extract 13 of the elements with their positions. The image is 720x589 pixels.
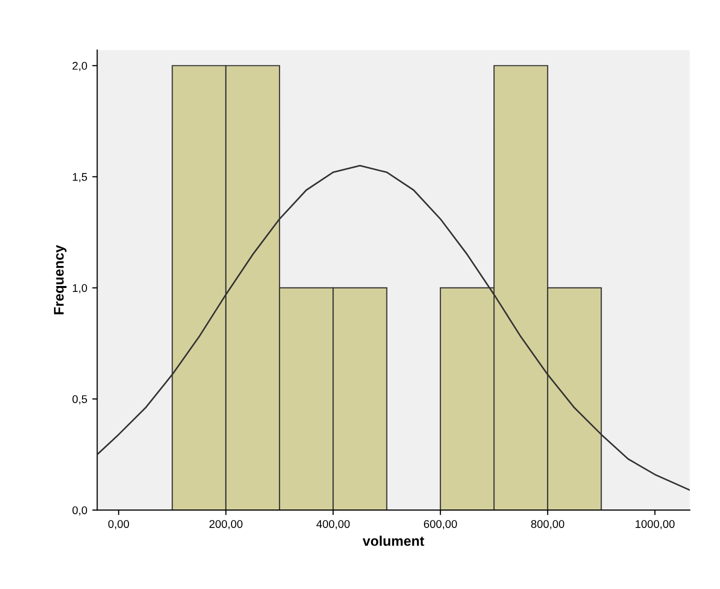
y-tick-label: 1,0 [72, 284, 88, 294]
y-axis-title: Frequency [54, 245, 66, 314]
y-tick-label: 2,0 [72, 62, 88, 72]
x-tick-label: 200,00 [209, 520, 242, 530]
x-tick-label: 600,00 [424, 520, 457, 530]
x-tick-label: 400,00 [316, 520, 350, 530]
x-tick-label: 800,00 [531, 520, 564, 530]
y-tick-label: 0,5 [72, 395, 88, 404]
x-tick-label: 1000,00 [636, 520, 675, 530]
x-axis-title: volument [362, 536, 424, 546]
x-tick-label: 0,00 [108, 520, 130, 530]
y-tick-label: 0,0 [72, 506, 88, 516]
y-tick-label: 1,5 [72, 173, 88, 182]
